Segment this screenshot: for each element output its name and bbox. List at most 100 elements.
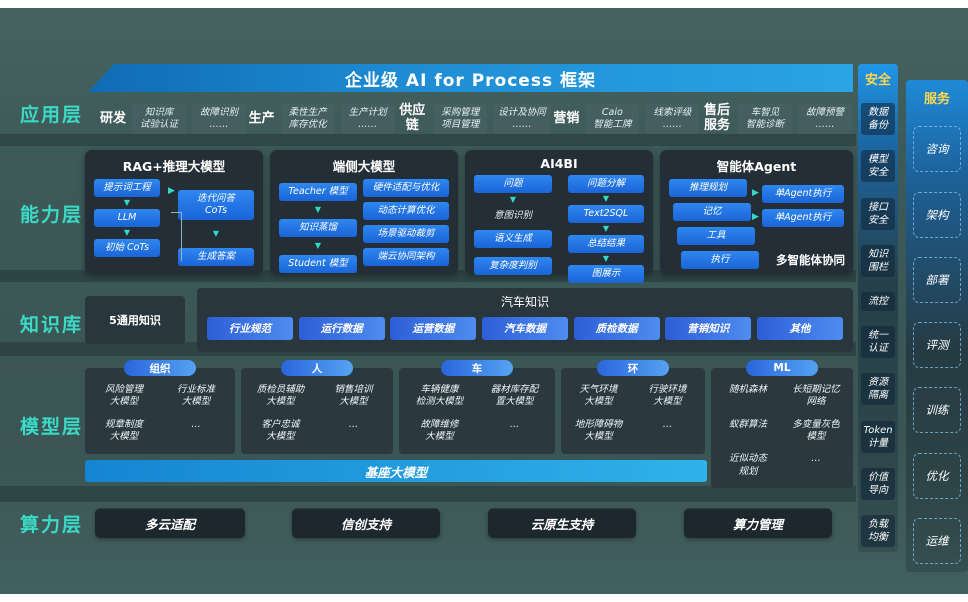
model-group-organization: 组织 风险管理 大模型 行业标准 大模型 规章制度 大模型 …	[85, 360, 235, 454]
general-knowledge-box: 5通用知识	[85, 296, 185, 344]
model-item: 风险管理 大模型	[104, 384, 143, 408]
flow-chip: 语义生成	[474, 229, 552, 248]
app-chip: 故障预警 ……	[798, 103, 852, 135]
knowledge-chip: 运行数据	[298, 317, 385, 340]
capability-box-agent: 智能体Agent 推理规划 记忆 工具 执行 单Agent执行 单Agent执行…	[660, 150, 853, 274]
arrow-down-icon	[315, 206, 321, 214]
model-group-vehicle: 车 车辆健康 检测大模型 器材库存配 置大模型 故障维修 大模型 …	[399, 360, 555, 454]
app-chip: 车智见 智能诊断	[738, 103, 792, 135]
knowledge-chip: 运营数据	[390, 317, 477, 340]
framework-title: 企业级 AI for Process 框架	[345, 70, 596, 91]
framework-banner: 企业级 AI for Process 框架	[88, 64, 853, 92]
security-item: 统一 认证	[861, 326, 895, 359]
model-item: …	[662, 419, 673, 430]
capability-box-title: 智能体Agent	[716, 159, 797, 174]
flow-chip: Student 模型	[279, 254, 357, 273]
app-chip: 生产计划 ……	[340, 103, 395, 135]
app-group-rd: 研发 知识库 试验认证 故障识别 ……	[100, 103, 247, 135]
auto-knowledge-title: 汽车知识	[500, 295, 549, 309]
knowledge-chip: 行业规范	[207, 317, 293, 340]
capability-box-rag: RAG+推理大模型 提示词工程 LLM 初始 CoTs 迭代问答 CoTs 生成…	[85, 150, 263, 274]
compute-box: 多云适配	[95, 508, 245, 538]
security-item: 知识 围栏	[861, 244, 895, 277]
arrow-down-icon	[603, 195, 609, 203]
layer-label-compute: 算力层	[20, 514, 84, 536]
row-separator	[0, 134, 856, 146]
service-item: 评测	[913, 322, 961, 369]
layer-label-knowledge: 知识库	[20, 314, 84, 336]
model-item: 客户忠诚 大模型	[261, 419, 300, 443]
security-item: 流控	[861, 291, 895, 311]
model-item: 行业标准 大模型	[176, 384, 215, 408]
knowledge-chip: 质检数据	[573, 317, 660, 340]
flow-chip: 图展示	[568, 264, 644, 283]
auto-knowledge-panel: 汽车知识 行业规范 运行数据 运营数据 汽车数据 质检数据 营销知识 其他	[197, 288, 853, 352]
flow-chip: 初始 CoTs	[94, 238, 160, 257]
app-group-marketing: 营销 Caio 智能工牌 线索评级 ……	[553, 103, 700, 135]
model-item: 天气环境 大模型	[579, 384, 618, 408]
security-column-header: 安全	[864, 73, 891, 88]
service-item: 架构	[913, 191, 961, 238]
security-column: 安全 数据 备份 模型 安全 接口 安全 知识 围栏 流控 统一 认证 资源 隔…	[858, 64, 898, 552]
diagram-canvas: 企业级 AI for Process 框架 应用层 能力层 知识库 模型层 算力…	[0, 8, 968, 594]
arrow-down-icon	[510, 196, 516, 204]
arrow-right-icon	[168, 187, 175, 196]
model-item: 多变量灰色 模型	[792, 418, 840, 442]
model-item: …	[348, 419, 359, 430]
model-item: …	[509, 419, 520, 430]
layer-label-application: 应用层	[20, 104, 84, 126]
capability-box-edge-model: 端侧大模型 Teacher 模型 知识蒸馏 Student 模型 硬件适配与优化…	[270, 150, 458, 274]
app-category-label: 售后服务	[703, 103, 730, 133]
base-model-label: 基座大模型	[364, 464, 428, 480]
security-item: 价值 导向	[861, 467, 895, 500]
flow-chip: Teacher 模型	[279, 183, 357, 201]
capability-box-title: 端侧大模型	[332, 159, 396, 174]
service-item: 咨询	[913, 126, 961, 173]
model-item: 地形障碍物 大模型	[574, 419, 623, 443]
layer-label-capability: 能力层	[20, 204, 84, 226]
security-item: 模型 安全	[861, 150, 895, 183]
model-item: 规章制度 大模型	[104, 419, 143, 443]
app-category-label: 供应链	[399, 103, 426, 133]
model-item: 故障维修 大模型	[420, 419, 459, 443]
model-group-ml: ML 随机森林 长短期记忆 网络 蚁群算法 多变量灰色 模型 近似动态 规划 …	[711, 360, 853, 488]
compute-box: 算力管理	[684, 508, 832, 538]
arrow-down-icon	[603, 255, 609, 263]
layer-label-model: 模型层	[20, 416, 84, 438]
app-chip: 知识库 试验认证	[132, 103, 187, 135]
service-column: 服务 咨询 架构 部署 评测 训练 优化 运维	[906, 80, 968, 572]
flow-connector	[171, 212, 182, 261]
app-chip: 设计及协同 ……	[493, 103, 551, 135]
flow-chip: 单Agent执行	[761, 208, 844, 227]
flow-chip: 复杂度判别	[474, 256, 552, 275]
app-chip: 柔性生产 库存优化	[280, 103, 335, 135]
agent-step-chip: 推理规划	[669, 179, 747, 197]
app-category-label: 生产	[248, 110, 275, 126]
agent-step-chip: 记忆	[673, 202, 751, 221]
model-item: 器材库存配 置大模型	[490, 384, 539, 408]
service-column-header: 服务	[923, 92, 950, 107]
app-category-label: 营销	[553, 110, 580, 126]
multi-agent-note: 多智能体协同	[776, 253, 845, 267]
model-item: 近似动态 规划	[728, 453, 767, 477]
security-item: 数据 备份	[861, 103, 895, 136]
flow-chip: 总结结果	[568, 234, 644, 253]
app-group-production: 生产 柔性生产 库存优化 生产计划 ……	[248, 103, 395, 135]
model-group-pill: 人	[281, 360, 353, 376]
model-item: 车辆健康 检测大模型	[415, 384, 464, 408]
arrow-right-icon	[752, 213, 759, 222]
model-group-pill: ML	[746, 360, 818, 376]
flow-chip: 提示词工程	[94, 179, 160, 197]
compute-box: 信创支持	[292, 508, 440, 538]
arrow-down-icon	[124, 199, 130, 207]
model-item: 蚁群算法	[728, 418, 767, 430]
app-chip: 采购管理 项目管理	[433, 103, 488, 135]
application-layer-row: 研发 知识库 试验认证 故障识别 …… 生产 柔性生产 库存优化 生产计划 ………	[100, 96, 852, 142]
compute-box: 云原生支持	[488, 508, 636, 538]
app-group-supply-chain: 供应链 采购管理 项目管理 设计及协同 ……	[397, 103, 551, 135]
capability-box-ai4bi: AI4BI 问题 意图识别 语义生成 复杂度判别 问题分解 Text2SQL 总…	[465, 150, 653, 283]
flow-chip: 单Agent执行	[761, 185, 844, 203]
model-group-people: 人 质检员辅助 大模型 销售培训 大模型 客户忠诚 大模型 …	[241, 360, 393, 454]
flow-chip: 动态计算优化	[363, 201, 449, 220]
service-item: 运维	[913, 517, 961, 564]
